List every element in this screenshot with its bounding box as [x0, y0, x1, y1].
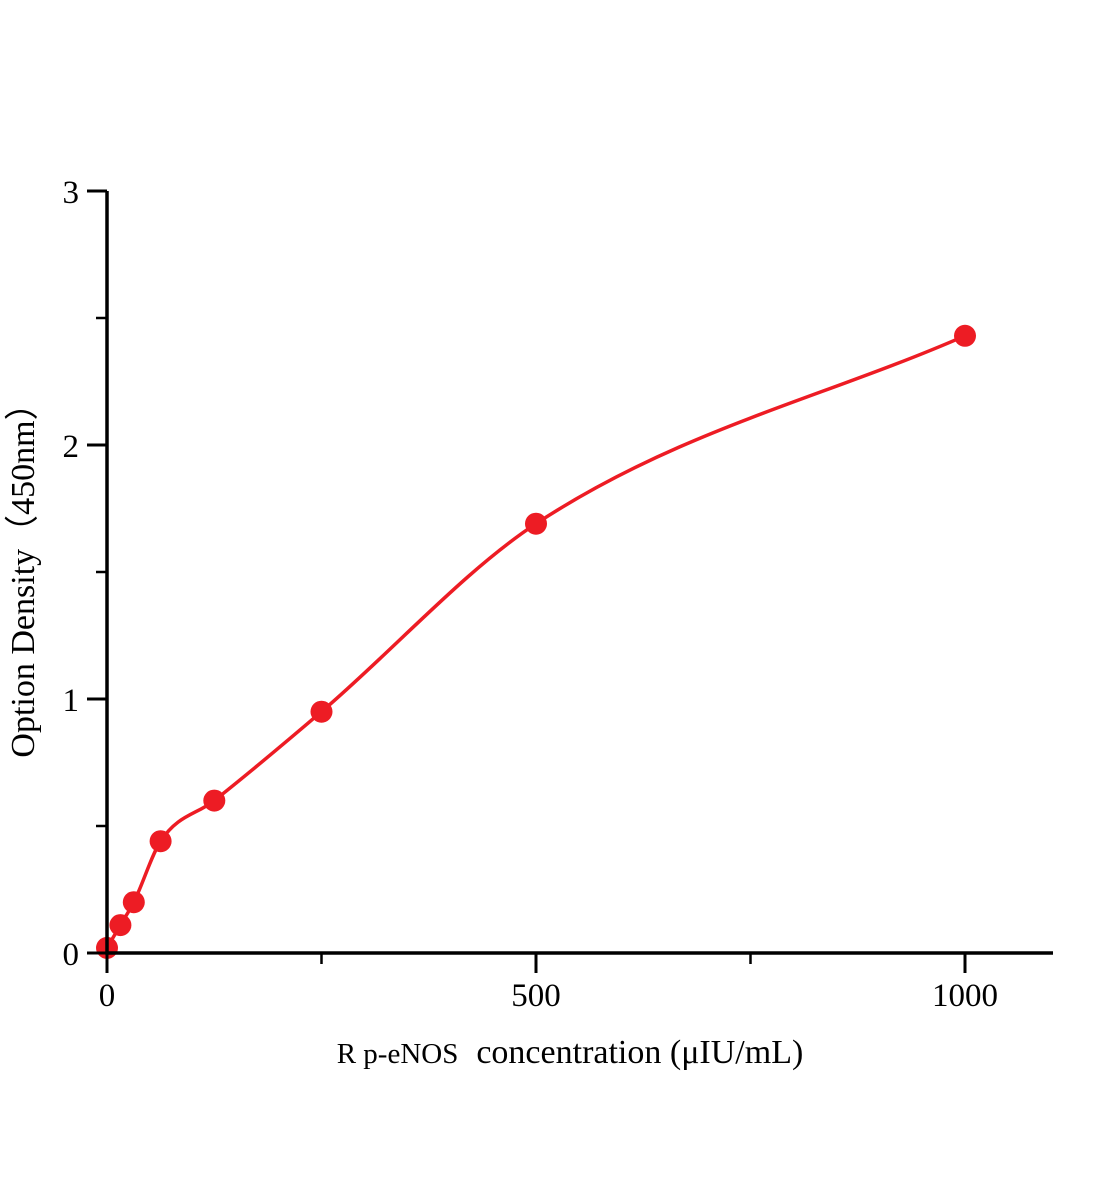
y-axis-label: Option Density（450nm） — [4, 386, 42, 757]
y-tick-label: 0 — [63, 937, 80, 973]
data-point — [203, 789, 226, 812]
x-tick-label: 0 — [99, 978, 116, 1014]
fit-curve-path — [105, 334, 967, 950]
data-point — [109, 914, 132, 937]
x-axis-label: R p-eNOS concentration (μIU/mL) — [337, 1034, 804, 1071]
data-point — [954, 324, 976, 347]
data-point — [122, 891, 145, 914]
x-tick-label: 1000 — [932, 978, 998, 1014]
data-point — [149, 830, 172, 853]
y-tick-label: 1 — [63, 683, 80, 719]
y-tick-label: 2 — [63, 429, 80, 465]
x-axis-label-main: concentration (μIU/mL) — [476, 1034, 803, 1071]
data-point — [310, 700, 333, 723]
tick-labels: 0 500 1000 0 1 2 3 — [63, 175, 999, 1014]
y-tick-label: 3 — [63, 175, 80, 211]
axes — [105, 191, 1053, 955]
x-tick-label: 500 — [511, 978, 561, 1014]
data-points — [96, 324, 976, 959]
fit-curve — [105, 334, 967, 950]
x-axis-label-prefix: R p-eNOS — [337, 1038, 459, 1070]
axis-lines — [105, 191, 1053, 955]
axis-ticks — [87, 189, 967, 973]
data-point — [525, 512, 547, 535]
